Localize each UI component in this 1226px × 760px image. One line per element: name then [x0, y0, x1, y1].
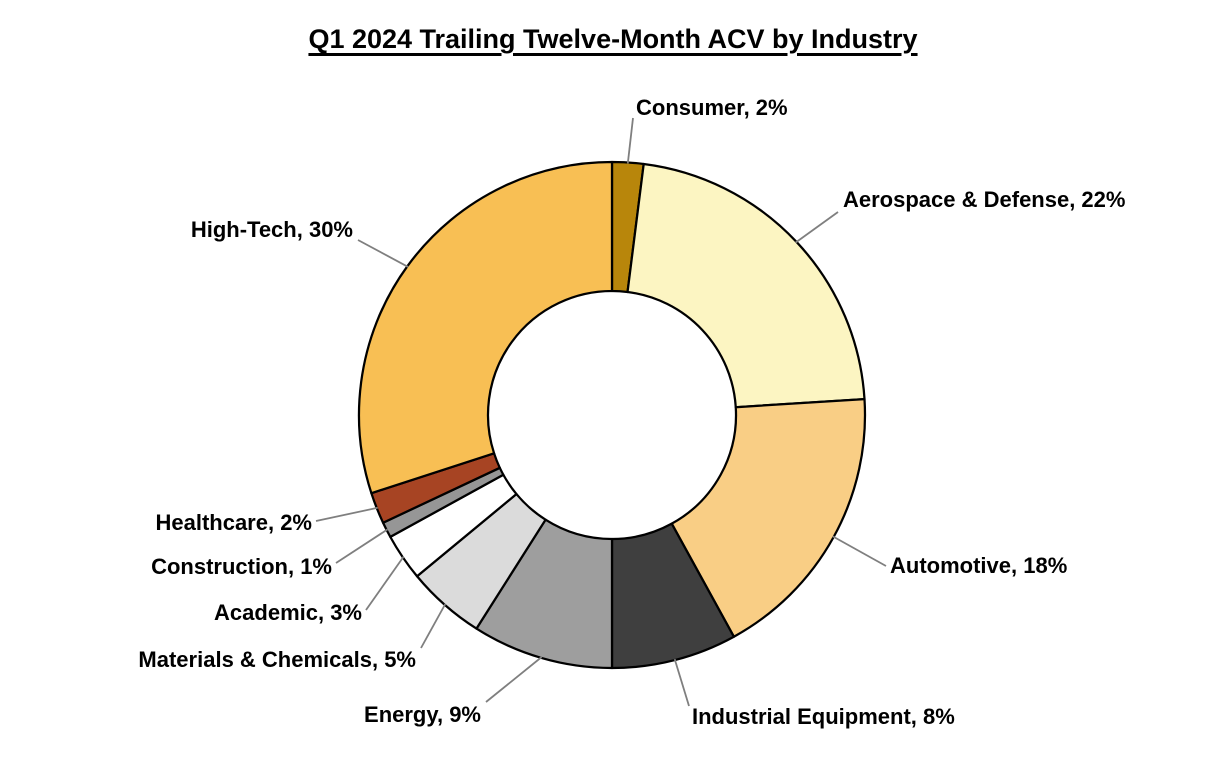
slice-label-aerospace-defense: Aerospace & Defense, 22%: [843, 187, 1125, 212]
slice-label-materials-chemicals: Materials & Chemicals, 5%: [138, 647, 416, 672]
donut-slices: [357, 160, 867, 670]
slice-labels: Consumer, 2% Aerospace & Defense, 22% Auto…: [138, 95, 1125, 729]
slice-label-industrial-equipment: Industrial Equipment, 8%: [692, 704, 955, 729]
chart-title: Q1 2024 Trailing Twelve-Month ACV by Ind…: [308, 24, 918, 54]
slice-label-consumer: Consumer, 2%: [636, 95, 788, 120]
leader-line-energy: [485, 656, 543, 703]
leader-line-industrial-equipment: [673, 658, 690, 707]
slice-label-construction: Construction, 1%: [151, 554, 332, 579]
leader-line-materials-chemicals: [420, 603, 447, 649]
leader-lines: [315, 117, 887, 707]
leader-line-consumer: [626, 117, 634, 164]
pie-slice-high-tech: [357, 160, 614, 495]
leader-line-automotive: [832, 535, 887, 567]
leader-line-high-tech: [357, 239, 409, 268]
slice-label-high-tech: High-Tech, 30%: [191, 217, 353, 242]
slice-label-energy: Energy, 9%: [364, 702, 481, 727]
leader-line-construction: [335, 528, 388, 564]
slice-label-academic: Academic, 3%: [214, 600, 362, 625]
leader-line-healthcare: [315, 506, 378, 522]
leader-line-aerospace-defense: [795, 211, 839, 244]
slice-label-healthcare: Healthcare, 2%: [155, 510, 312, 535]
pie-slice-aerospace-defense: [626, 162, 866, 409]
pie-slice-automotive: [670, 397, 867, 638]
leader-line-academic: [365, 556, 405, 611]
slice-label-automotive: Automotive, 18%: [890, 553, 1067, 578]
